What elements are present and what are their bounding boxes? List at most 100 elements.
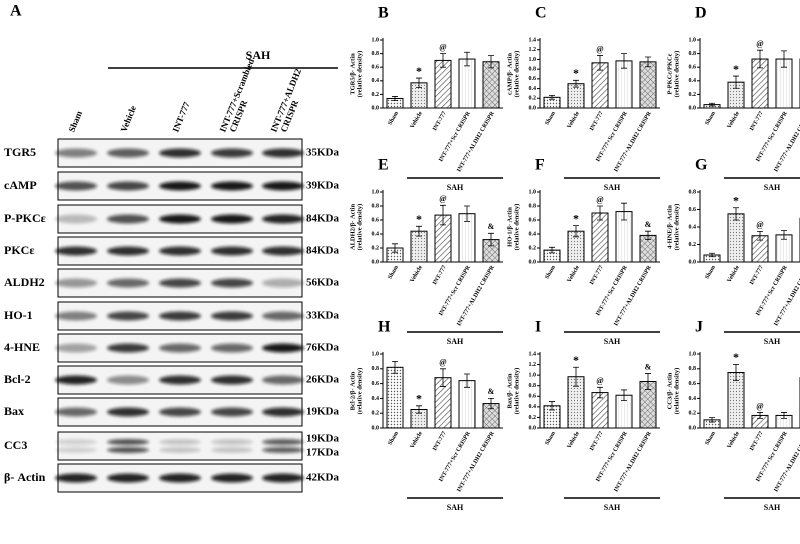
y-tick-label: 0.6 [529,394,537,400]
band [211,343,253,353]
y-tick-label: 1.0 [529,57,537,63]
x-tick-label: Sham [544,431,557,447]
error-bar [781,412,787,419]
y-axis-label: CC3/β- Actin [666,372,673,409]
band [55,148,97,158]
band [211,447,253,453]
y-tick-label: 0.4 [372,78,380,84]
row-label: PKCε [4,243,34,257]
error-bar [709,252,715,258]
band [55,278,97,288]
group-label: SAH [447,183,464,192]
y-tick-label: 1.4 [529,351,537,357]
annotation: * [573,353,579,367]
band [107,148,149,158]
x-tick-label: INT-777 [589,265,605,286]
x-tick-label: Sham [387,265,400,281]
x-tick-label: INT-777 [749,111,765,132]
band [107,246,149,256]
y-tick-label: 0.8 [372,203,380,209]
error-bar [549,246,555,254]
band [211,311,253,321]
y-axis-label: (relative density) [513,51,520,98]
y-tick-label: 0.2 [689,411,697,417]
band [211,181,253,191]
annotation: * [733,62,739,76]
y-tick-label: 0.6 [372,217,380,223]
annotation: * [733,194,739,208]
band [159,447,201,453]
annotation: @ [756,39,764,48]
y-axis-label: (relative density) [356,204,363,251]
annotation: & [645,220,652,229]
x-tick-label: INT-777 [749,265,765,286]
y-tick-label: 0.6 [372,65,380,71]
y-tick-label: 0.8 [372,51,380,57]
y-tick-label: 0.6 [689,207,697,213]
band [159,311,201,321]
band [262,375,304,385]
y-tick-label: 0.0 [689,259,697,265]
band [55,246,97,256]
y-tick-label: 0.8 [529,203,537,209]
group-label: SAH [447,503,464,512]
lane-label: Sham [66,109,84,134]
y-tick-label: 1.2 [529,362,537,368]
x-tick-label: INT-777 [749,431,765,452]
annotation: @ [596,44,604,53]
y-tick-label: 1.0 [529,189,537,195]
y-tick-label: 1.0 [372,37,380,43]
band [159,278,201,288]
y-axis-label: ALDH2/β- Actin [349,204,356,251]
x-tick-label: Sham [387,431,400,447]
error-bar [392,243,398,253]
lane-label: Vehicle [118,104,138,133]
band [262,246,304,256]
x-tick-label: Sham [704,111,717,127]
x-tick-label: Sham [704,431,717,447]
band [55,375,97,385]
error-bar [464,51,470,67]
x-tick-label: Vehicle [567,110,582,129]
band [55,311,97,321]
band [159,214,201,224]
bar [458,58,476,109]
y-tick-label: 0.4 [689,396,697,402]
y-axis-label: TGR5/β- Actin [349,53,356,95]
band [262,148,304,158]
error-bar [733,75,739,89]
y-tick-label: 0.8 [689,51,697,57]
y-tick-label: 0.8 [529,67,537,73]
size-label: 35KDa [306,147,340,159]
row-label: P-PKCε [4,211,46,225]
y-tick-label: 0.8 [529,383,537,389]
band [211,473,253,483]
panel-label: G [695,157,708,174]
y-axis-label: Bax/β- Actin [506,373,513,408]
x-tick-label: INT-777+ALDH2 CRISPR [773,110,800,173]
band [262,473,304,483]
y-axis-label: 4-HNE/β- Actin [666,205,673,249]
error-bar [392,361,398,374]
band [55,214,97,224]
error-bar [488,232,494,247]
y-tick-label: 1.0 [529,373,537,379]
y-axis-label: (relative density) [356,51,363,98]
band [55,407,97,417]
panel-label: A [10,3,22,20]
error-bar [416,225,422,237]
y-tick-label: 0.4 [529,404,537,410]
x-tick-label: Sham [544,265,557,281]
annotation: * [573,211,579,225]
row-label: 4-HNE [4,340,40,354]
lane-label: INT-777 [170,100,191,134]
y-axis-label: HO-1/β- Actin [506,207,513,247]
y-axis-label: (relative density) [356,368,363,415]
y-tick-label: 0.6 [529,217,537,223]
band [159,148,201,158]
y-tick-label: 1.4 [529,37,537,43]
error-bar [392,96,398,101]
band [55,343,97,353]
error-bar [621,202,627,221]
size-label: 76KDa [306,342,340,354]
